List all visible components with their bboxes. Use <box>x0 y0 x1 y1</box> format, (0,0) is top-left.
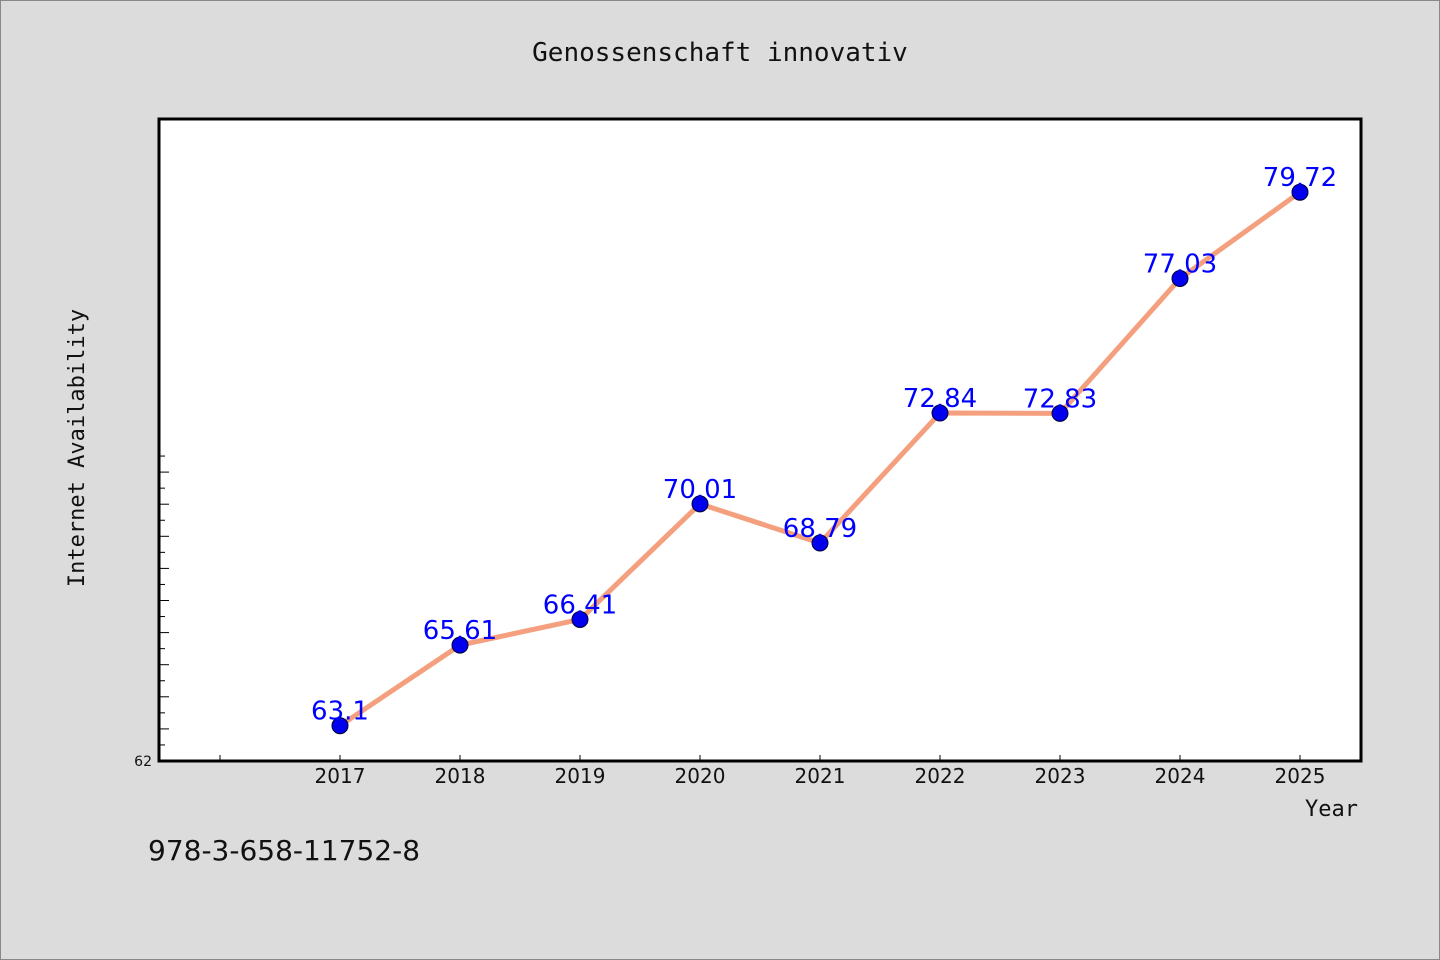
data-label: 65.61 <box>423 616 497 646</box>
data-point <box>1291 183 1309 201</box>
x-tick-label: 2024 <box>1155 764 1206 788</box>
axis-ticks <box>159 455 1301 762</box>
x-tick-label: 2023 <box>1035 764 1086 788</box>
data-label: 63.1 <box>311 697 369 727</box>
data-point <box>931 404 949 422</box>
x-tick-label: 2020 <box>675 764 726 788</box>
y-axis-label: Internet Availability <box>65 309 90 587</box>
data-label: 70.01 <box>663 475 737 505</box>
x-tick-labels: 2017 2018 2019 2020 2021 2022 2023 2024 2025 <box>315 764 1326 788</box>
plot-area <box>157 117 1363 763</box>
data-labels: 63.1 65.61 66.41 70.01 68.79 72.84 72.83 77.03 7… <box>311 163 1337 727</box>
data-point <box>1171 270 1189 288</box>
x-tick-label: 2019 <box>555 764 606 788</box>
x-tick-label: 2017 <box>315 764 366 788</box>
data-label: 72.83 <box>1023 384 1097 414</box>
data-label: 68.79 <box>783 514 857 544</box>
x-tick-label: 2022 <box>915 764 966 788</box>
isbn-footer: 978-3-658-11752-8 <box>148 834 421 867</box>
series-markers <box>331 183 1309 735</box>
data-point <box>571 610 589 628</box>
x-tick-label: 2018 <box>435 764 486 788</box>
chart-title: Genossenschaft innovativ <box>532 38 908 68</box>
data-point <box>331 717 349 735</box>
data-label: 72.84 <box>903 384 977 414</box>
y-tick-label: 62 <box>134 754 152 770</box>
data-label: 66.41 <box>543 590 617 620</box>
data-label: 77.03 <box>1143 250 1217 280</box>
x-tick-label: 2025 <box>1275 764 1326 788</box>
y-tick-labels: 62 <box>134 754 152 770</box>
data-label: 79.72 <box>1263 163 1337 193</box>
data-point <box>811 534 829 552</box>
data-point <box>691 495 709 513</box>
data-point <box>1051 404 1069 422</box>
data-point <box>451 636 469 654</box>
x-axis-label: Year <box>1305 797 1358 822</box>
x-tick-label: 2021 <box>795 764 846 788</box>
